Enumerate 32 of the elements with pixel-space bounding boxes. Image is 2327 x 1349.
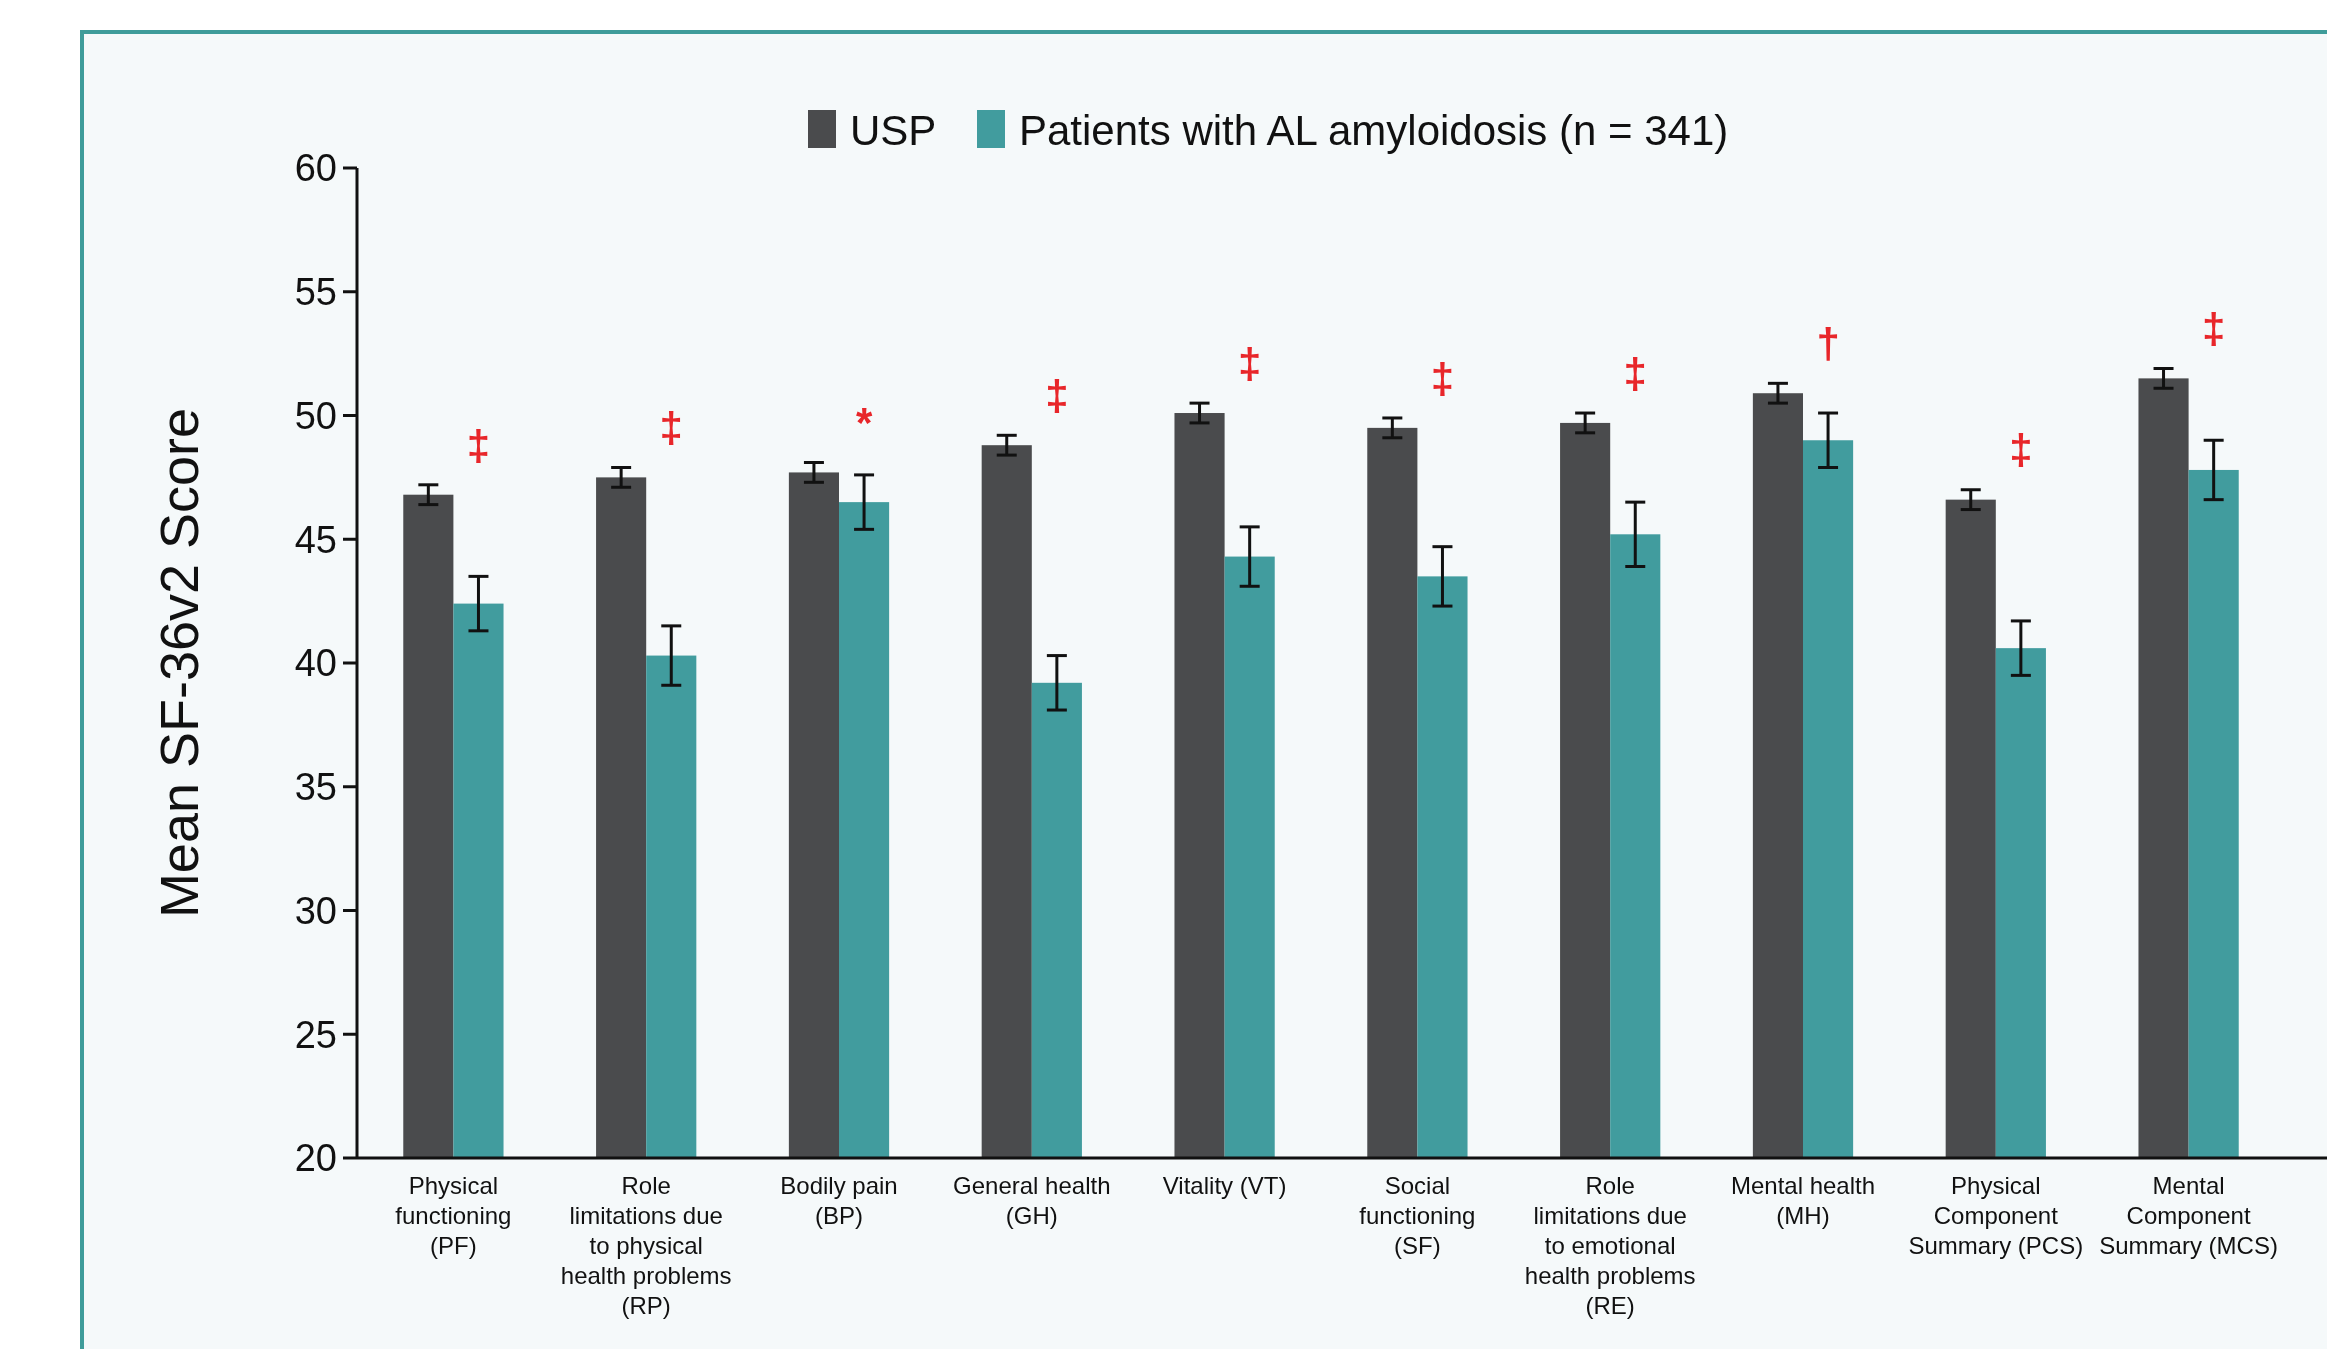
annotation: †: [1816, 320, 1840, 368]
y-tick-label: 55: [294, 271, 337, 314]
x-tick-label: General health (GH): [953, 1172, 1111, 1229]
x-tick-label: Vitality (VT): [1162, 1172, 1287, 1199]
y-tick-label: 30: [294, 889, 337, 932]
x-tick-label: Mental health (MH): [1730, 1172, 1876, 1229]
annotation: ‡: [466, 421, 491, 469]
annotation: *: [855, 399, 873, 447]
x-tick-label: Bodily pain (BP): [780, 1172, 898, 1229]
annotation: ‡: [2009, 426, 2033, 474]
y-tick-label: 40: [294, 642, 337, 685]
y-tick-label: 20: [294, 1137, 337, 1180]
annotation: ‡: [1045, 372, 1069, 419]
annotation: ‡: [659, 404, 683, 452]
x-tick-label: Role limitations due to physical health problems (RP): [560, 1172, 732, 1319]
y-tick-label: 25: [294, 1013, 337, 1056]
x-tick-label: Physical Component Summary (PCS): [1908, 1172, 2084, 1259]
x-tick-label: Role limitations due to emotional health problems (RE): [1524, 1172, 1696, 1319]
annotation: ‡: [1430, 354, 1455, 402]
legend-label: Patients with AL amyloidosis (n = 341): [1019, 106, 1729, 154]
y-axis-title: Mean SF-36v2 Score: [149, 407, 209, 919]
y-tick-label: 35: [294, 766, 337, 809]
annotation: ‡: [1623, 349, 1647, 397]
x-tick-label: Physical functioning (PF): [395, 1172, 512, 1259]
annotation: ‡: [2201, 305, 2226, 353]
x-tick-label: Mental Component Summary (MCS): [2099, 1172, 2278, 1259]
annotation: ‡: [1237, 339, 1262, 387]
legend-label: USP: [850, 106, 937, 154]
y-tick-label: 50: [294, 394, 337, 437]
y-tick-label: 60: [294, 147, 337, 190]
y-tick-label: 45: [294, 518, 337, 561]
x-tick-label: Social functioning (SF): [1359, 1172, 1476, 1259]
